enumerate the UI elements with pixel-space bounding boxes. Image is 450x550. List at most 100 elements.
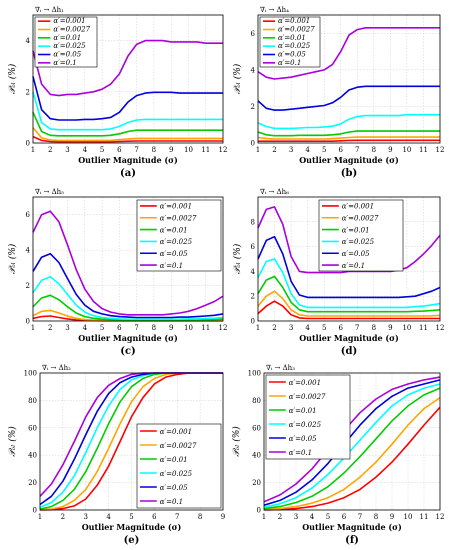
series-line [257,85,440,111]
legend-entry: α′=0.1 [289,449,312,457]
legend: α′=0.001 α′=0.0027 α′=0.01 α′=0.025 α′=0.05 α… [136,423,222,509]
series-line [263,387,441,510]
x-tick-label: 4 [305,324,310,332]
y-tick-label: 60 [252,424,261,432]
series-line [263,379,441,506]
x-tick-label: 10 [404,513,413,521]
series-line [257,258,441,309]
y-axis-label: 𝒫ₒₗ (%) [232,63,243,94]
legend-entry: α′=0.05 [278,50,306,58]
x-tick-label: 6 [117,146,122,154]
panel-label: (a) [120,168,136,179]
y-tick-label: 8 [251,218,255,226]
x-tick-label: 9 [169,324,173,332]
x-tick-label: 11 [201,146,210,154]
series-line [32,252,224,319]
y-tick-label: 0 [251,140,255,148]
legend-entry: α′=0.01 [342,226,370,234]
legend-entry: α′=0.01 [278,34,306,42]
legend-entry: α′=0.025 [289,421,322,429]
x-tick-label: 6 [338,324,343,332]
y-tick-label: 100 [248,370,261,378]
legend-entry: α′=0.0027 [289,393,326,401]
y-axis-label: 𝒫ₒₗ (%) [231,426,242,457]
y-tick-label: 2 [26,282,30,290]
plot-frame [257,196,441,322]
legend-box [265,374,351,460]
legend-entry: α′=0.1 [53,59,76,67]
x-axis-label: Outlier Magnitude (σ) [82,522,182,532]
series-line [257,275,441,313]
x-tick-label: 3 [65,324,69,332]
series-line [263,376,441,503]
legend-entry: α′=0.05 [160,250,188,258]
legend-entry: α′=0.025 [342,238,375,246]
x-tick-label: 2 [48,146,52,154]
panel-title: ∇ᵢ → Δh₅ [35,188,64,196]
x-tick-label: 12 [436,146,445,154]
legend-entry: α′=0.025 [53,42,86,50]
y-tick-label: 80 [252,397,261,405]
legend-box [136,199,222,272]
y-axis-label: 𝒫ₒₗ (%) [232,243,243,274]
y-tick-label: 4 [26,247,31,255]
series-line [257,136,440,140]
series-line [32,127,223,142]
x-axis-label: Outlier Magnitude (σ) [78,333,178,343]
plot-frame [263,372,441,511]
x-tick-label: 5 [322,146,326,154]
panel-title: ∇ᵢ → Δh₄ [260,6,289,14]
legend-entry: α′=0.01 [160,226,188,234]
x-tick-label: 4 [310,513,315,521]
legend: α′=0.001 α′=0.0027 α′=0.01 α′=0.025 α′=0.05 α… [265,374,351,460]
x-tick-label: 10 [402,324,411,332]
legend-entry: α′=0.001 [160,203,192,211]
x-tick-label: 11 [419,324,428,332]
plot-frame [257,14,441,144]
y-tick-label: 40 [252,452,261,460]
x-tick-label: 2 [272,324,276,332]
series-line [257,113,440,130]
series-line [263,406,441,511]
panel-label: (f) [345,535,359,546]
y-tick-label: 60 [28,424,37,432]
legend-entry: α′=0.0027 [278,25,315,33]
series-line [263,397,441,511]
series-line [32,294,224,321]
x-tick-label: 9 [169,146,173,154]
legend-entry: α′=0.001 [278,17,310,25]
x-tick-label: 7 [175,513,179,521]
x-tick-label: 12 [219,324,228,332]
legend-entry: α′=0.001 [53,17,85,25]
legend-entry: α′=0.1 [160,262,183,270]
y-axis-label: 𝒫ₒₗ (%) [7,63,18,94]
y-tick-label: 4 [251,66,256,74]
series-line [258,139,440,142]
x-tick-label: 10 [402,146,411,154]
legend-box [318,199,404,272]
x-tick-label: 11 [201,324,210,332]
x-tick-label: 8 [372,324,376,332]
legend-entry: α′=0.001 [289,379,321,387]
x-tick-label: 9 [388,146,392,154]
x-tick-label: 8 [198,513,202,521]
x-axis-label: Outlier Magnitude (σ) [78,155,178,165]
legend-entry: α′=0.01 [160,456,188,464]
y-tick-label: 6 [251,243,256,251]
x-tick-label: 1 [256,324,260,332]
legend: α′=0.001 α′=0.0027 α′=0.01 α′=0.025 α′=0.05 α… [136,199,222,272]
legend-box [136,423,222,509]
legend-entry: α′=0.0027 [53,25,90,33]
x-tick-label: 1 [31,324,35,332]
x-tick-label: 4 [305,146,310,154]
legend-entry: α′=0.025 [160,238,193,246]
x-tick-label: 9 [388,324,392,332]
x-tick-label: 3 [84,513,88,521]
legend-entry: α′=0.01 [289,407,317,415]
x-tick-label: 3 [289,146,293,154]
x-tick-label: 10 [184,146,193,154]
x-tick-label: 1 [38,513,42,521]
y-tick-label: 0 [33,507,37,515]
series-line [32,135,223,143]
x-tick-label: 7 [134,146,138,154]
